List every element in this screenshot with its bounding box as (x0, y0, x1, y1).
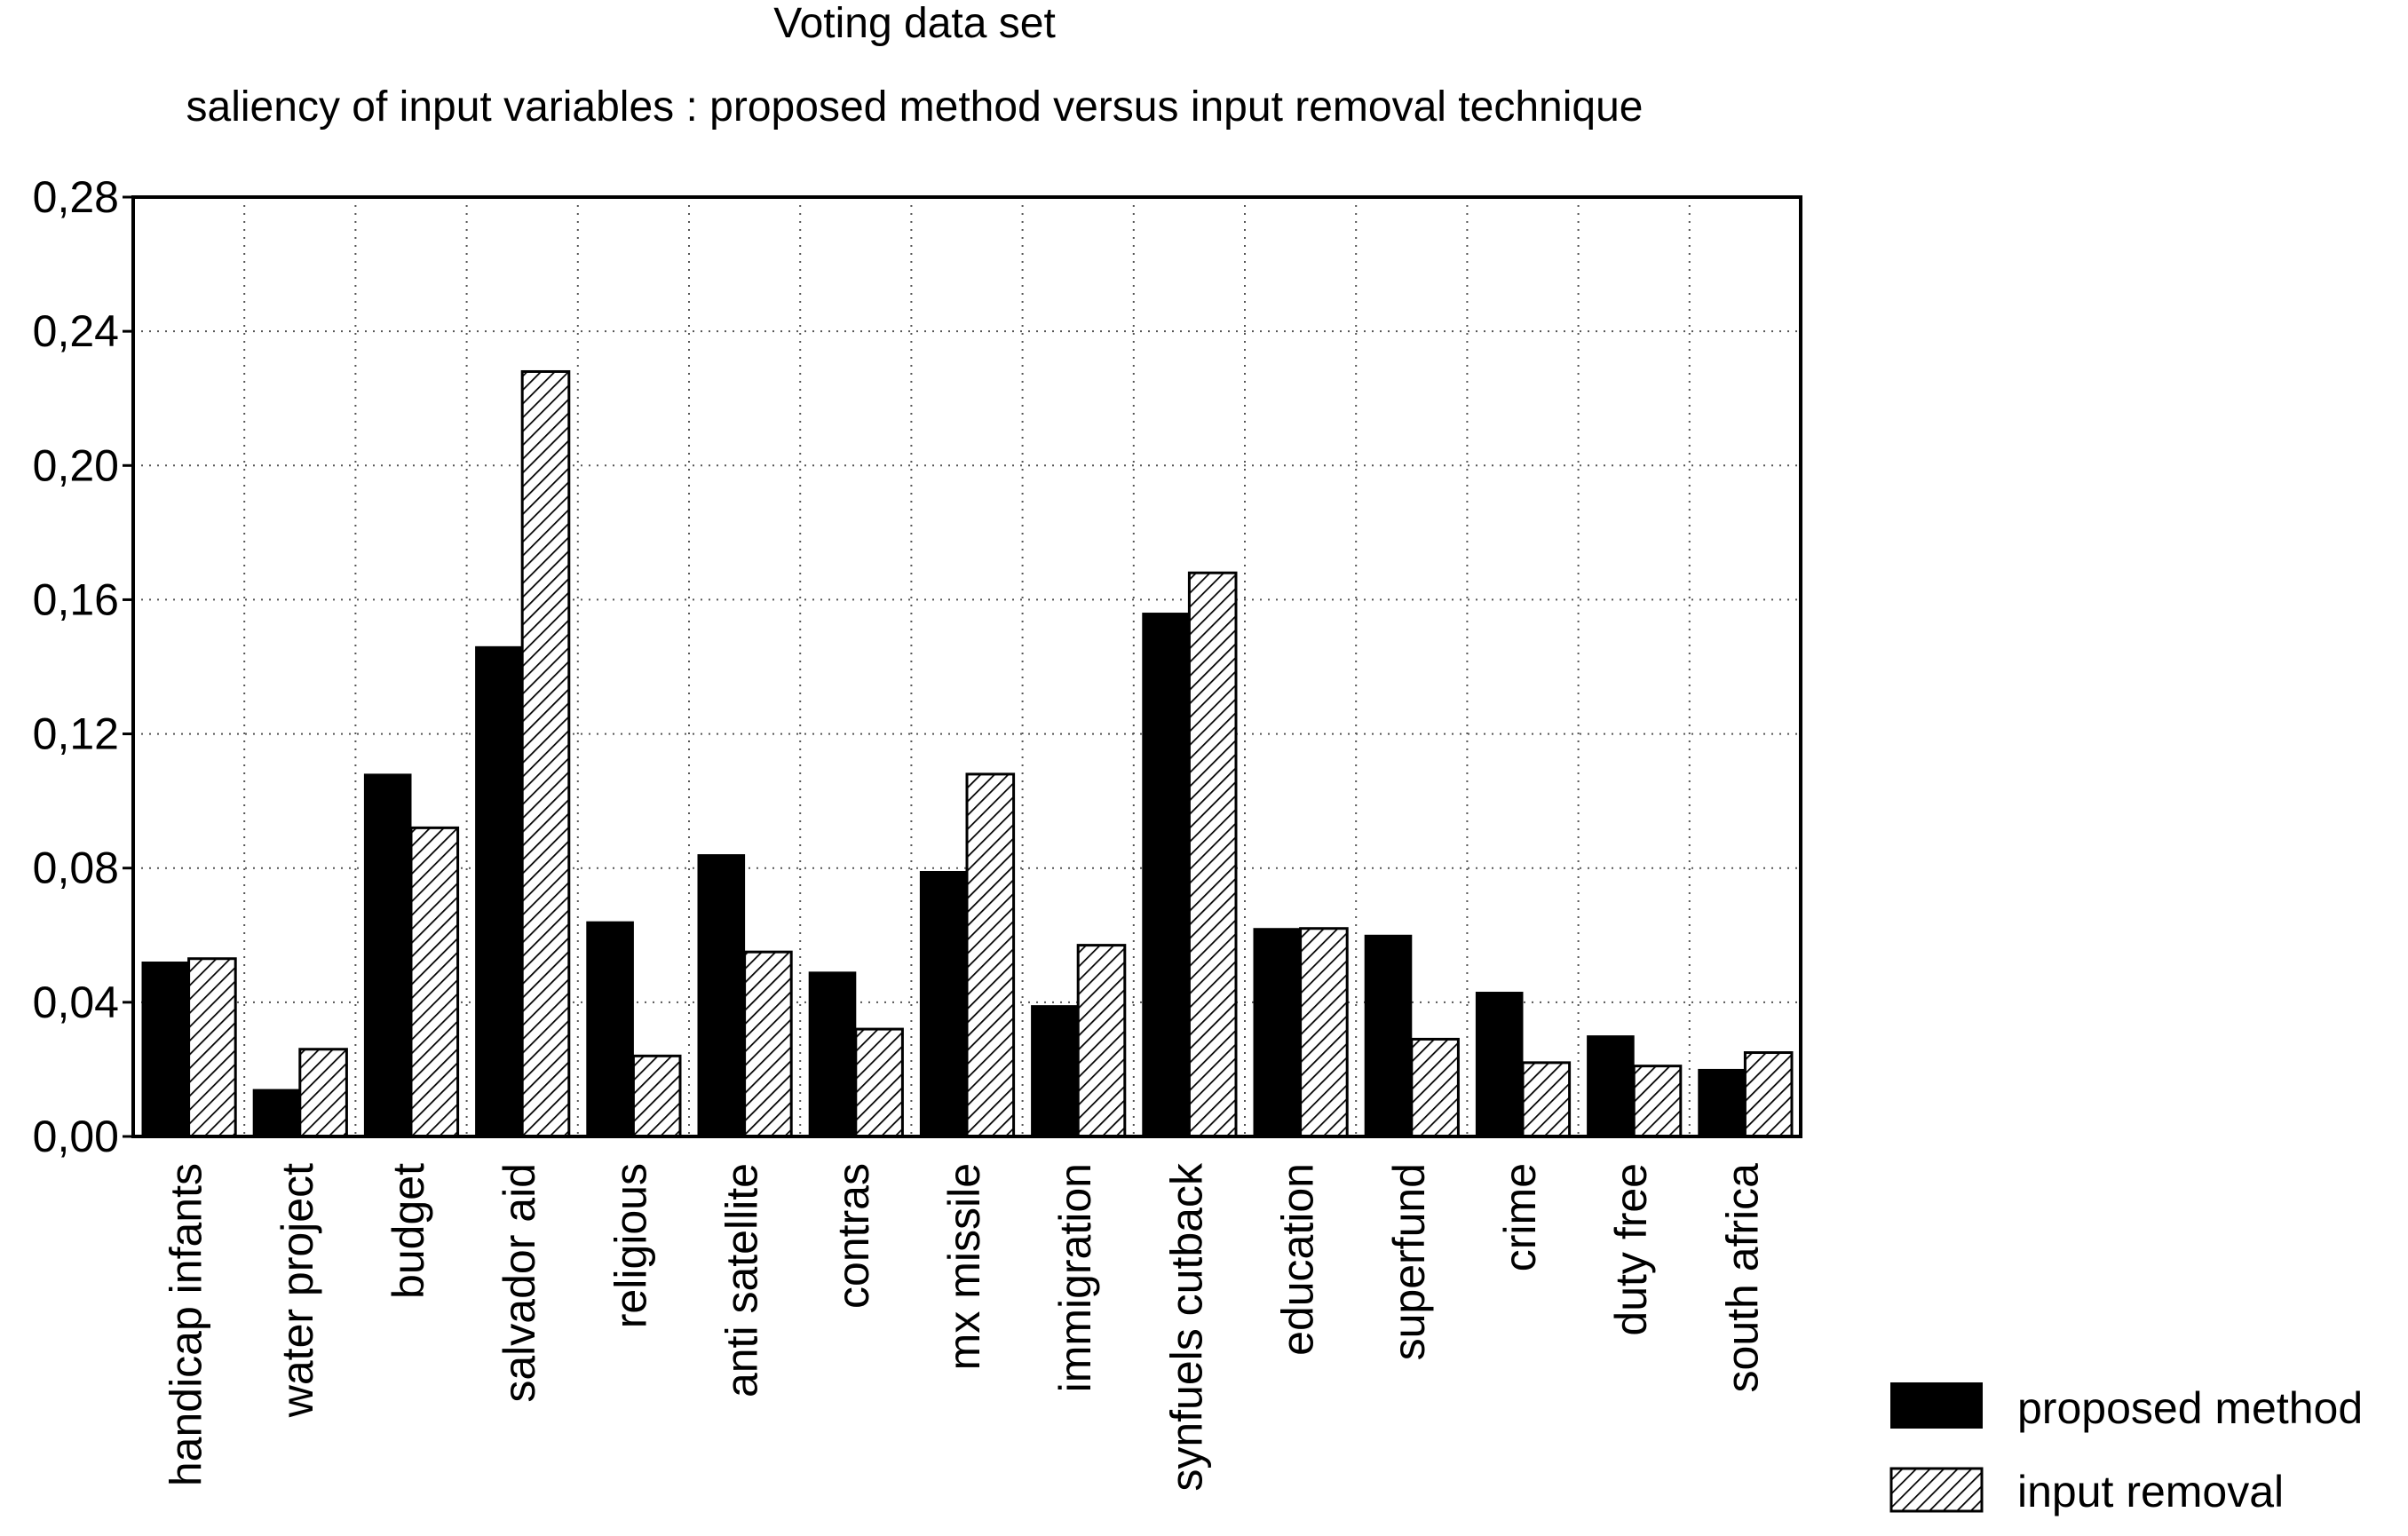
bar-proposed-method-contras (808, 971, 857, 1137)
x-tick-label-water-project: water project (273, 1163, 322, 1418)
bar-proposed-method-superfund (1364, 934, 1413, 1137)
x-tick-label-mx-missile: mx missile (939, 1163, 989, 1370)
bar-input-removal-anti-satellite (743, 950, 793, 1138)
x-tick-label-religious: religious (606, 1163, 655, 1328)
chart-title: Voting data set (773, 0, 1056, 47)
bar-input-removal-crime (1521, 1061, 1572, 1138)
x-tick-label-education: education (1273, 1163, 1323, 1356)
bar-proposed-method-handicap-infants (141, 962, 190, 1137)
bar-proposed-method-synfuels-cutback (1142, 613, 1190, 1137)
x-tick-label-synfuels-cutback: synfuels cutback (1161, 1162, 1211, 1492)
legend-swatch-input-removal (1889, 1467, 1984, 1513)
chart-subtitle: saliency of input variables : proposed m… (186, 83, 1644, 131)
y-axis: 0,00 0,04 0,08 0,12 0,16 0,20 0,24 0,28 (33, 172, 133, 1161)
bar-proposed-method-duty-free (1587, 1035, 1635, 1137)
bar-input-removal-handicap-infants (187, 957, 237, 1138)
plot-frame (131, 195, 1802, 1138)
bar-proposed-method-budget (363, 773, 412, 1137)
legend: proposed method input removal (1889, 1382, 2363, 1516)
bar-proposed-method-crime (1475, 992, 1524, 1137)
legend-label-input-removal: input removal (2017, 1467, 2284, 1516)
bar-proposed-method-religious (586, 921, 634, 1137)
bar-proposed-method-south-africa (1698, 1068, 1746, 1137)
x-tick-label-contras: contras (828, 1163, 878, 1309)
legend-swatch-proposed-method (1890, 1382, 1983, 1429)
bar-proposed-method-anti-satellite (697, 854, 746, 1137)
bar-proposed-method-immigration (1031, 1005, 1079, 1137)
y-tick-label: 0,16 (33, 574, 119, 624)
bar-proposed-method-mx-missile (919, 870, 968, 1137)
bar-input-removal-water-project (298, 1048, 348, 1138)
y-tick-label: 0,12 (33, 709, 119, 759)
bar-input-removal-salvador-aid (520, 369, 571, 1138)
x-tick-label-south-africa: south africa (1717, 1163, 1767, 1393)
bar-proposed-method-education (1253, 928, 1302, 1137)
bar-input-removal-duty-free (1632, 1065, 1683, 1138)
bar-input-removal-superfund (1410, 1037, 1460, 1138)
x-axis: handicap infants water project budget salva… (162, 1162, 1768, 1492)
bar-input-removal-synfuels-cutback (1187, 571, 1238, 1138)
y-tick-label: 0,00 (33, 1112, 119, 1161)
x-tick-label-budget: budget (384, 1163, 433, 1299)
bar-input-removal-budget (409, 826, 460, 1138)
x-tick-label-superfund: superfund (1384, 1163, 1434, 1360)
y-tick-label: 0,04 (33, 978, 119, 1027)
y-tick-label: 0,08 (33, 843, 119, 893)
x-tick-label-handicap-infants: handicap infants (162, 1163, 211, 1486)
x-tick-label-salvador-aid: salvador aid (495, 1163, 544, 1403)
bar-input-removal-contras (854, 1027, 904, 1138)
x-tick-label-anti-satellite: anti satellite (717, 1163, 767, 1397)
bar-proposed-method-salvador-aid (475, 645, 523, 1137)
bar-input-removal-mx-missile (965, 772, 1016, 1138)
bar-input-removal-immigration (1076, 944, 1127, 1138)
y-tick-label: 0,28 (33, 172, 119, 222)
x-tick-label-crime: crime (1495, 1163, 1545, 1271)
x-tick-label-immigration: immigration (1050, 1163, 1100, 1392)
y-tick-label: 0,20 (33, 440, 119, 490)
bars (141, 369, 1794, 1138)
bar-input-removal-south-africa (1743, 1051, 1794, 1138)
bar-proposed-method-water-project (252, 1089, 301, 1137)
bar-input-removal-religious (631, 1054, 682, 1138)
x-tick-label-duty-free: duty free (1606, 1163, 1656, 1336)
y-tick-label: 0,24 (33, 306, 119, 356)
bar-input-removal-education (1299, 927, 1349, 1138)
legend-label-proposed-method: proposed method (2017, 1383, 2363, 1433)
